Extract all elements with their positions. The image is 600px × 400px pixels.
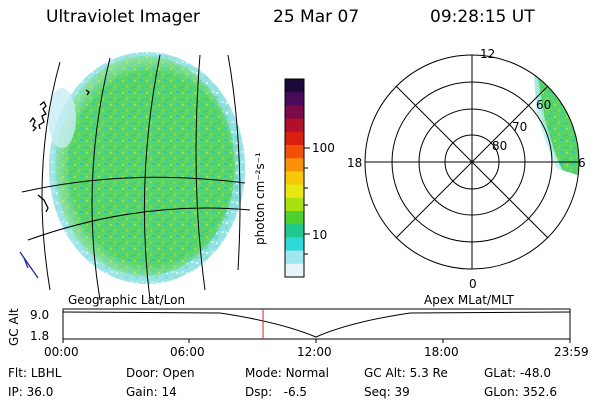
- glon-info: GLon: 352.6: [484, 385, 557, 399]
- altitude-tick-1-8: 1.8: [30, 329, 50, 343]
- colorbar-segment: [285, 158, 304, 172]
- geo-image: [48, 52, 245, 284]
- flt-label: Flt:: [8, 366, 27, 380]
- glat-info: GLat: -48.0: [484, 366, 551, 380]
- coastline: [29, 89, 90, 213]
- glat-value: -48.0: [519, 366, 551, 380]
- altitude-tick-9: 9.0: [30, 308, 50, 322]
- seq-value: 39: [394, 385, 410, 399]
- mlt-label-18: 18: [347, 156, 363, 170]
- mlt-label-0: 0: [469, 277, 477, 291]
- altitude-plot: [62, 308, 571, 343]
- door-label: Door:: [126, 366, 159, 380]
- mlat-label-60: 60: [536, 98, 552, 112]
- mlat-label-80: 80: [492, 139, 508, 153]
- colorbar-segment: [285, 224, 304, 238]
- gain-label: Gain:: [126, 385, 158, 399]
- colorbar-segment: [285, 79, 304, 93]
- time-tick-06: 06:00: [170, 345, 205, 359]
- polar-plot: [364, 54, 580, 270]
- colorbar-segment: [285, 250, 304, 265]
- mode-value: Normal: [285, 366, 329, 380]
- colorbar-segment: [285, 197, 304, 212]
- ip-label: IP:: [8, 385, 23, 399]
- colorbar-segment: [285, 92, 304, 106]
- colorbar-tick-100: 100: [312, 141, 335, 155]
- time-label: 09:28:15 UT: [430, 7, 535, 27]
- gcalt-value: 5.3 Re: [409, 366, 448, 380]
- time-tick-00: 00:00: [44, 345, 79, 359]
- flt-value: LBHL: [30, 366, 62, 380]
- flt-info: Flt: LBHL: [8, 366, 61, 380]
- altitude-axis-label: GC Alt: [7, 308, 21, 346]
- apex-label: Apex MLat/MLT: [424, 293, 514, 307]
- seq-info: Seq: 39: [364, 385, 410, 399]
- mlt-label-12: 12: [480, 47, 496, 61]
- time-tick-12: 12:00: [297, 345, 332, 359]
- colorbar-segment: [285, 131, 304, 146]
- gcalt-label: GC Alt:: [364, 366, 406, 380]
- colorbar-segment: [285, 118, 304, 133]
- colorbar-segment: [285, 105, 304, 120]
- dsp-info: Dsp: -6.5: [245, 385, 307, 399]
- colorbar-segment: [285, 263, 304, 278]
- geo-grid: [21, 54, 251, 301]
- dsp-label: Dsp:: [245, 385, 273, 399]
- time-tick-2359: 23:59: [554, 345, 589, 359]
- colorbar-border: [284, 78, 305, 278]
- altitude-curve: [62, 311, 571, 338]
- time-tick-18: 18:00: [424, 345, 459, 359]
- date-label: 25 Mar 07: [273, 7, 360, 27]
- mlat-label-70: 70: [512, 120, 528, 134]
- instrument-title: Ultraviolet Imager: [46, 7, 200, 27]
- geo-map-label: Geographic Lat/Lon: [68, 293, 186, 307]
- mode-label: Mode:: [245, 366, 282, 380]
- polar-aurora: [534, 73, 579, 176]
- glon-value: 352.6: [522, 385, 557, 399]
- gain-value: 14: [161, 385, 177, 399]
- ip-info: IP: 36.0: [8, 385, 53, 399]
- door-info: Door: Open: [126, 366, 195, 380]
- colorbar-segment: [285, 184, 304, 199]
- gain-info: Gain: 14: [126, 385, 177, 399]
- mlt-label-6: 6: [578, 156, 586, 170]
- colorbar: [284, 78, 305, 278]
- mode-info: Mode: Normal: [245, 366, 329, 380]
- gcalt-info: GC Alt: 5.3 Re: [364, 366, 448, 380]
- colorbar-unit-label: photon cm⁻²s⁻¹: [253, 152, 267, 245]
- colorbar-segment: [285, 171, 304, 186]
- colorbar-segment: [285, 237, 304, 252]
- dsp-value: -6.5: [283, 385, 308, 399]
- colorbar-segment: [285, 145, 304, 159]
- colorbar-tick-10: 10: [312, 228, 328, 242]
- glon-label: GLon:: [484, 385, 519, 399]
- glat-label: GLat:: [484, 366, 517, 380]
- colorbar-ticks: [304, 147, 310, 255]
- ip-value: 36.0: [26, 385, 54, 399]
- door-value: Open: [162, 366, 195, 380]
- colorbar-segment: [285, 211, 304, 225]
- seq-label: Seq:: [364, 385, 391, 399]
- coastline-blue: [19, 251, 39, 279]
